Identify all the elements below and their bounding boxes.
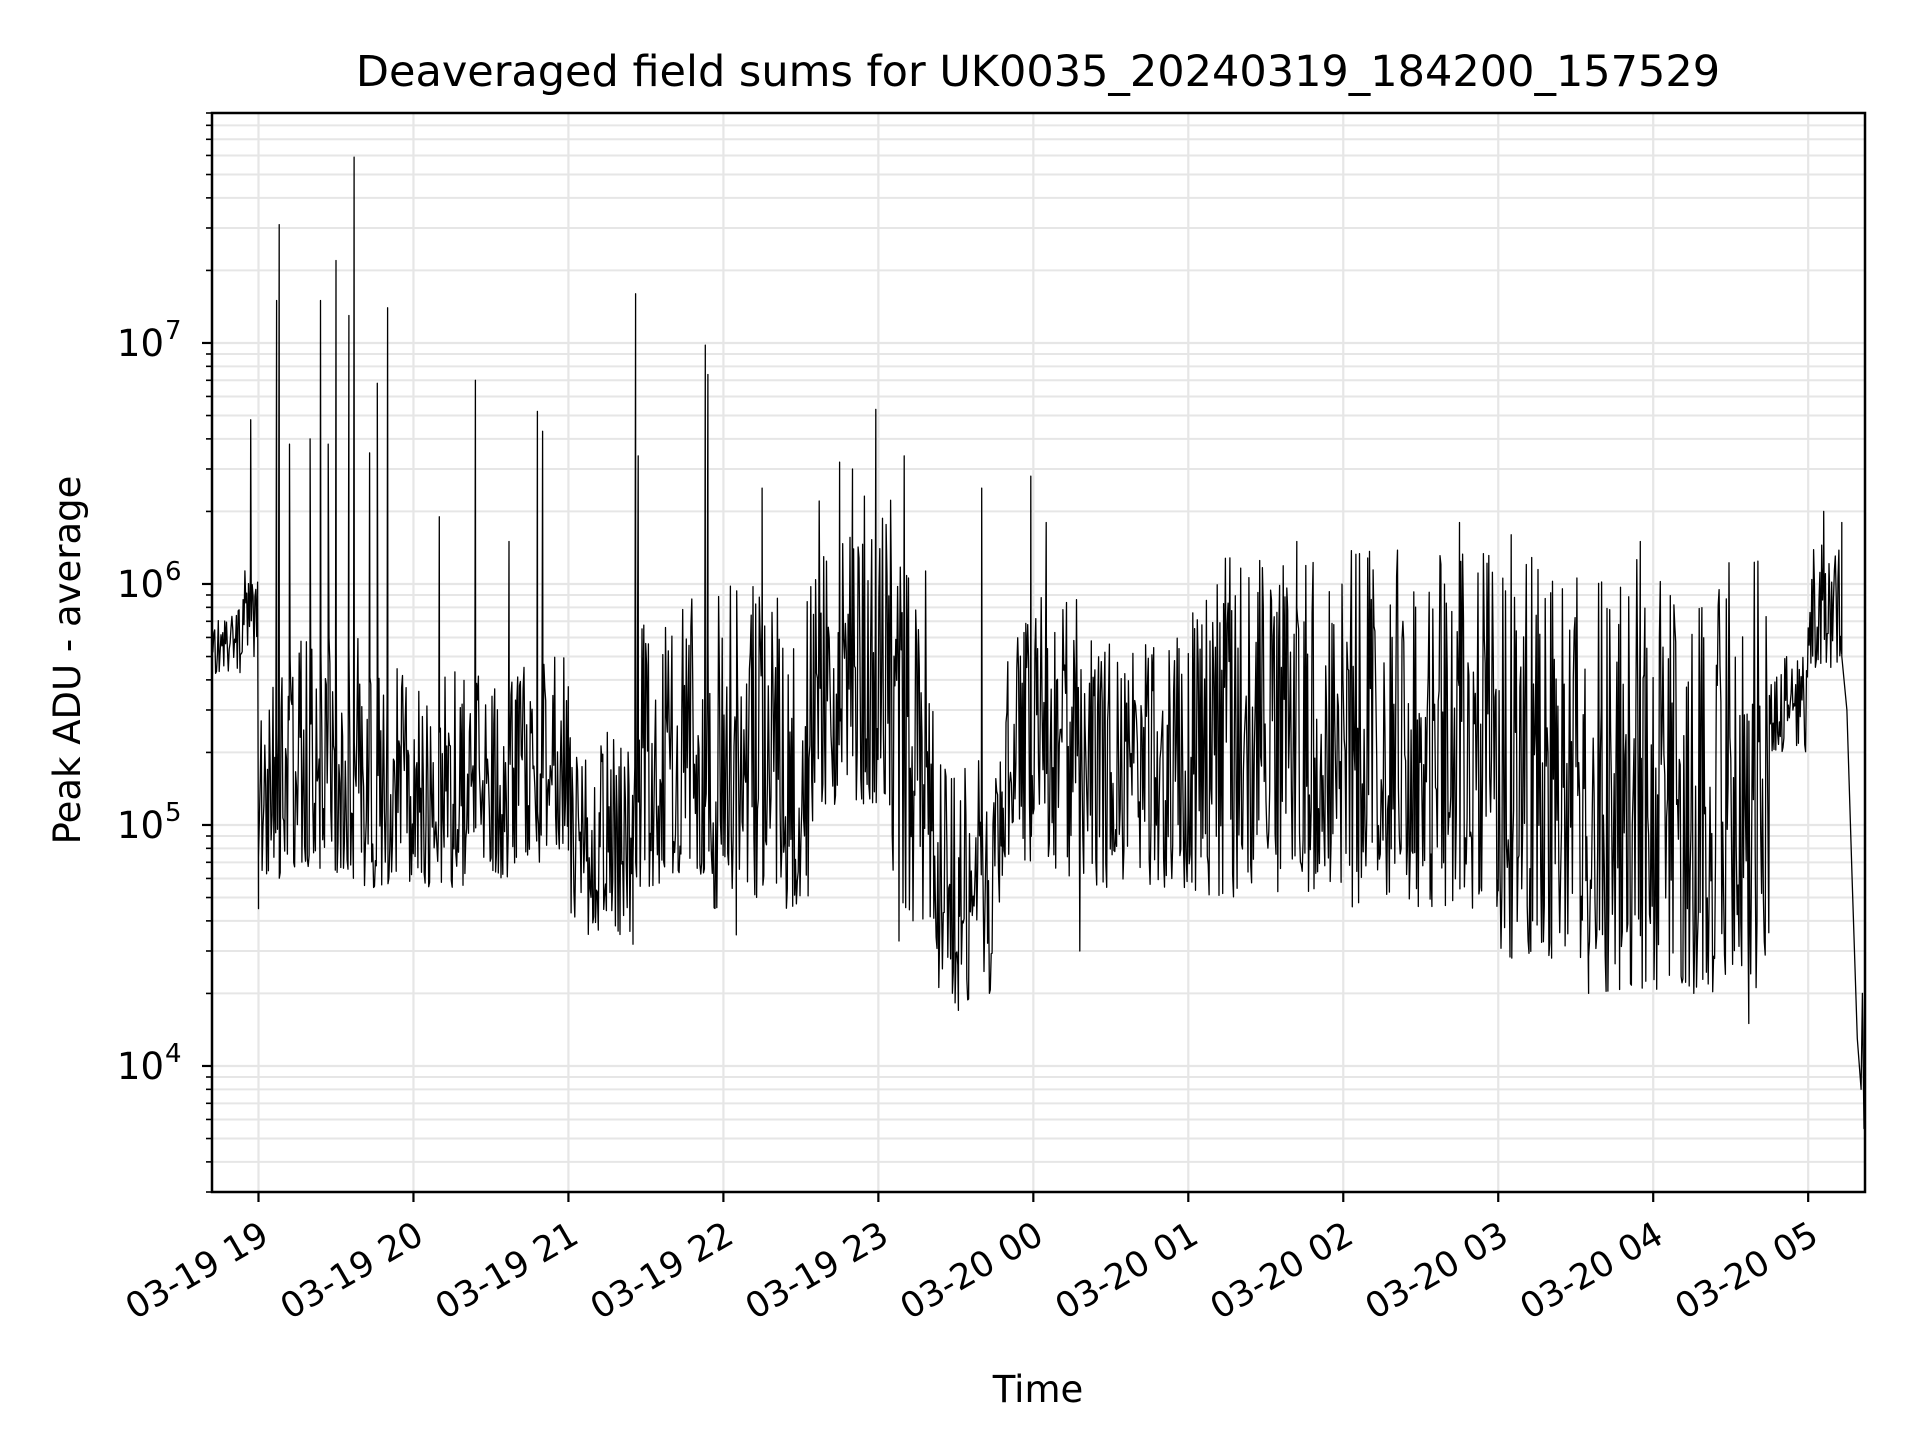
y-tick-label: 10 — [117, 804, 164, 847]
x-axis-label: Time — [992, 1368, 1084, 1411]
chart-title: Deaveraged field sums for UK0035_2024031… — [356, 47, 1720, 97]
y-tick-label: 10 — [117, 322, 164, 365]
axis-ticks — [202, 112, 1810, 1202]
plot-frame — [210, 111, 1867, 1194]
y-tick-label-exponent: 5 — [165, 798, 182, 828]
y-tick-label-exponent: 4 — [165, 1039, 182, 1069]
y-tick-label: 10 — [117, 563, 164, 606]
y-axis-label: Peak ADU - average — [46, 476, 89, 845]
y-tick-label: 10 — [117, 1045, 164, 1088]
series-line — [211, 156, 1865, 1130]
y-tick-label-exponent: 6 — [165, 557, 182, 587]
y-tick-label-exponent: 7 — [165, 316, 182, 346]
